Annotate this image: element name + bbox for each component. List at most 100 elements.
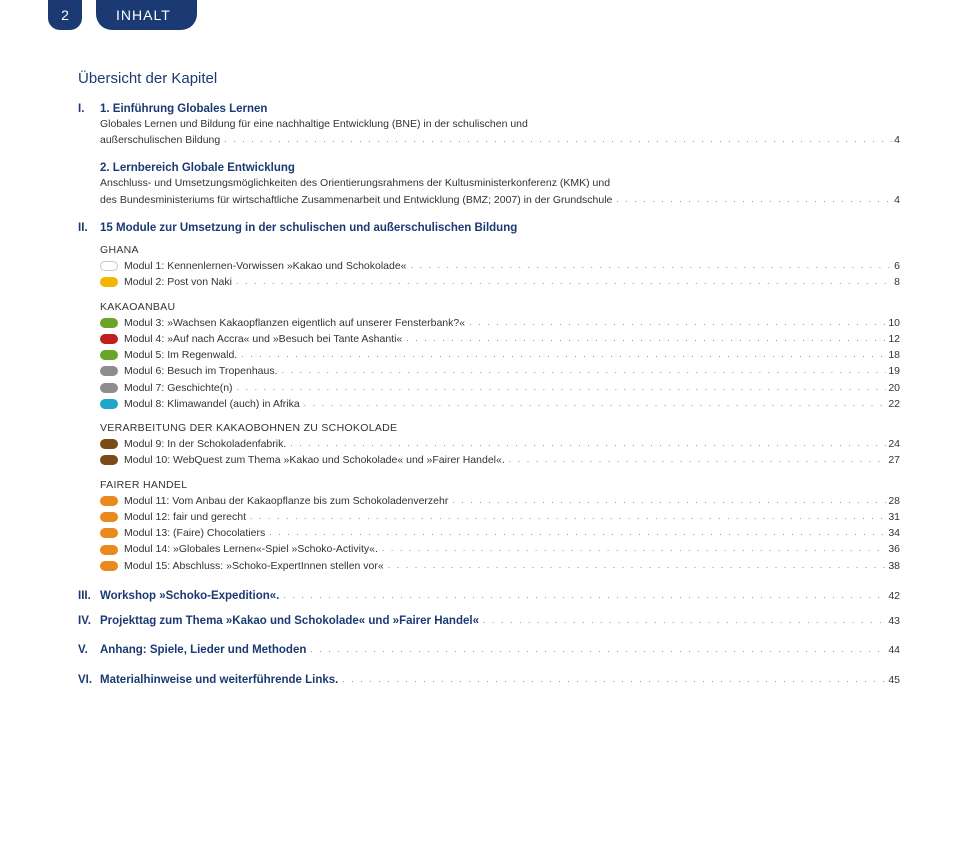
roman-numeral: VI. (78, 672, 100, 689)
module-bullet (100, 561, 118, 571)
roman-numeral: I. (78, 103, 100, 115)
section-body: Globales Lernen und Bildung für eine nac… (100, 117, 900, 148)
section-ii: II. 15 Module zur Umsetzung in der schul… (78, 222, 900, 574)
leader-dots (237, 348, 886, 362)
page-ref: 22 (886, 396, 900, 412)
module-label: Modul 12: fair und gerecht (124, 509, 246, 525)
desc-line: Anschluss- und Umsetzungsmöglichkeiten d… (100, 176, 900, 191)
leader-dots (448, 494, 886, 508)
leader-dots (338, 673, 886, 687)
leader-dots (505, 453, 887, 467)
module-row: Modul 15: Abschluss: »Schoko-ExpertInnen… (100, 558, 900, 574)
module-row: Modul 7: Geschichte(n) 20 (100, 380, 900, 396)
toc-line: des Bundesministeriums für wirtschaftlic… (100, 192, 900, 208)
roman-numeral: III. (78, 588, 100, 605)
module-row: Modul 4: »Auf nach Accra« und »Besuch be… (100, 331, 900, 347)
section-head: II. 15 Module zur Umsetzung in der schul… (78, 222, 900, 234)
page-ref: 38 (886, 558, 900, 574)
leader-dots (384, 559, 887, 573)
leader-dots (233, 381, 887, 395)
module-row: Modul 9: In der Schokoladenfabrik. 24 (100, 436, 900, 452)
section-number: 2. (100, 162, 110, 174)
toc-line: Modul 11: Vom Anbau der Kakaopflanze bis… (124, 493, 900, 509)
module-label: Modul 10: WebQuest zum Thema »Kakao und … (124, 452, 505, 468)
module-bullet (100, 261, 118, 271)
module-label: Modul 8: Klimawandel (auch) in Afrika (124, 396, 300, 412)
bottom-sections: III. Workshop »Schoko-Expedition«. 42 IV… (78, 588, 900, 689)
page-ref: 18 (886, 347, 900, 363)
roman-numeral: IV. (78, 613, 100, 630)
toc-line: Modul 10: WebQuest zum Thema »Kakao und … (124, 452, 900, 468)
page-number: 2 (61, 7, 69, 23)
module-label: Modul 7: Geschichte(n) (124, 380, 233, 396)
leader-dots (246, 510, 886, 524)
module-groups: GHANA Modul 1: Kennenlernen-Vorwissen »K… (78, 244, 900, 574)
toc-line: Modul 3: »Wachsen Kakaopflanzen eigentli… (124, 315, 900, 331)
module-bullet (100, 334, 118, 344)
section-body: Anschluss- und Umsetzungsmöglichkeiten d… (100, 176, 900, 207)
leader-dots (300, 397, 887, 411)
toc-line: Modul 15: Abschluss: »Schoko-ExpertInnen… (124, 558, 900, 574)
module-label: Modul 1: Kennenlernen-Vorwissen »Kakao u… (124, 258, 407, 274)
module-label: Modul 11: Vom Anbau der Kakaopflanze bis… (124, 493, 448, 509)
header-title: INHALT (116, 7, 171, 23)
section-i-1: I. 1. Einführung Globales Lernen Globale… (78, 103, 900, 148)
toc-line: Modul 4: »Auf nach Accra« und »Besuch be… (124, 331, 900, 347)
toc-line: Modul 1: Kennenlernen-Vorwissen »Kakao u… (124, 258, 900, 274)
module-bullet (100, 318, 118, 328)
module-bullet (100, 366, 118, 376)
module-row: Modul 5: Im Regenwald. 18 (100, 347, 900, 363)
page-ref: 12 (886, 331, 900, 347)
section-2: 2. Lernbereich Globale Entwicklung Ansch… (78, 162, 900, 207)
module-row: Modul 14: »Globales Lernen«-Spiel »Schok… (100, 541, 900, 557)
group-title: KAKAOANBAU (100, 301, 900, 313)
page-ref: 27 (886, 452, 900, 468)
content-area: Übersicht der Kapitel I. 1. Einführung G… (78, 70, 900, 697)
bottom-title: Anhang: Spiele, Lieder und Methoden (100, 642, 306, 659)
toc-line: Modul 7: Geschichte(n) 20 (124, 380, 900, 396)
page-ref: 34 (886, 525, 900, 541)
page-ref: 28 (886, 493, 900, 509)
leader-dots (306, 643, 886, 657)
page-ref: 8 (892, 274, 900, 290)
roman-numeral: II. (78, 222, 100, 234)
toc-line: Modul 8: Klimawandel (auch) in Afrika 22 (124, 396, 900, 412)
page-ref: 24 (886, 436, 900, 452)
module-row: Modul 12: fair und gerecht 31 (100, 509, 900, 525)
section-title: Einführung Globales Lernen (113, 103, 268, 115)
toc-line: außerschulischen Bildung 4 (100, 132, 900, 148)
module-bullet (100, 512, 118, 522)
leader-dots (407, 259, 893, 273)
page-ref: 20 (886, 380, 900, 396)
module-row: Modul 8: Klimawandel (auch) in Afrika 22 (100, 396, 900, 412)
module-label: Modul 6: Besuch im Tropenhaus. (124, 363, 278, 379)
module-row: Modul 3: »Wachsen Kakaopflanzen eigentli… (100, 315, 900, 331)
toc-line: Modul 13: (Faire) Chocolatiers 34 (124, 525, 900, 541)
bottom-title: Workshop »Schoko-Expedition«. (100, 588, 279, 605)
page-number-pill: 2 (48, 0, 82, 30)
bottom-section-line: V. Anhang: Spiele, Lieder und Methoden 4… (78, 642, 900, 659)
toc-line: Modul 6: Besuch im Tropenhaus. 19 (124, 363, 900, 379)
page-ref: 19 (886, 363, 900, 379)
group-title: GHANA (100, 244, 900, 256)
roman-numeral: V. (78, 642, 100, 659)
toc-line: Modul 9: In der Schokoladenfabrik. 24 (124, 436, 900, 452)
bottom-title: Projekttag zum Thema »Kakao und Schokola… (100, 613, 479, 630)
leader-dots (612, 193, 892, 207)
bottom-section-line: VI. Materialhinweise und weiterführende … (78, 672, 900, 689)
module-label: Modul 2: Post von Naki (124, 274, 232, 290)
page-ref: 6 (892, 258, 900, 274)
module-row: Modul 10: WebQuest zum Thema »Kakao und … (100, 452, 900, 468)
page-ref: 4 (892, 132, 900, 148)
header-bar: 2 INHALT (48, 0, 197, 30)
module-bullet (100, 399, 118, 409)
page-ref: 45 (886, 673, 900, 689)
leader-dots (402, 332, 886, 346)
module-bullet (100, 439, 118, 449)
toc-line: Modul 5: Im Regenwald. 18 (124, 347, 900, 363)
module-bullet (100, 350, 118, 360)
toc-line: Modul 12: fair und gerecht 31 (124, 509, 900, 525)
module-row: Modul 2: Post von Naki 8 (100, 274, 900, 290)
section-title: 15 Module zur Umsetzung in der schulisch… (100, 222, 517, 234)
page-ref: 36 (886, 541, 900, 557)
